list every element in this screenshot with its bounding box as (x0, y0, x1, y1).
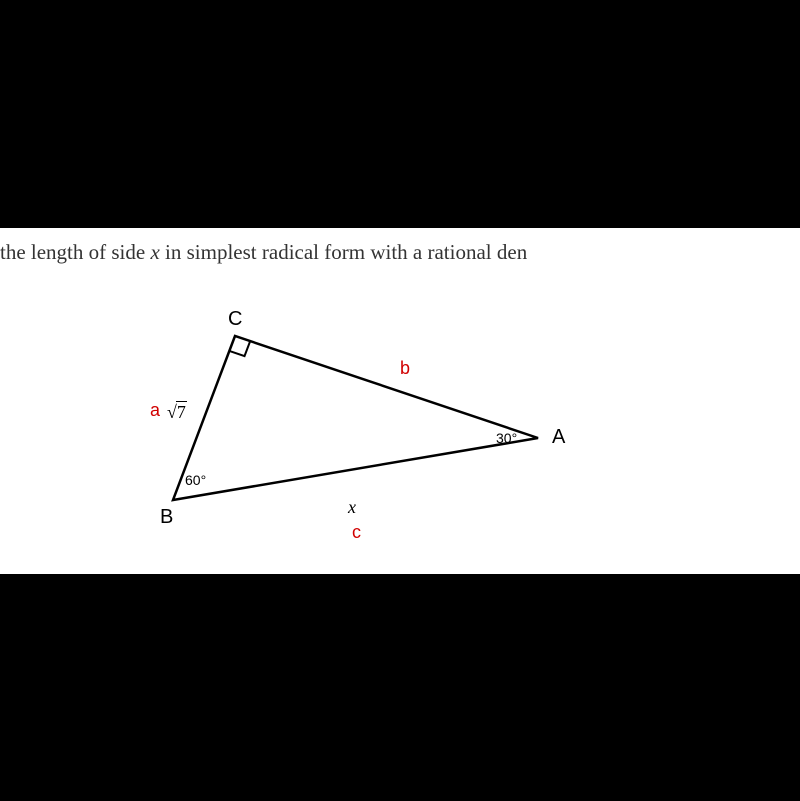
side-value-c: x (348, 497, 356, 518)
side-label-b: b (400, 358, 410, 379)
angle-label-B: 60° (185, 472, 206, 488)
question-suffix: in simplest radical form with a rational… (160, 240, 527, 264)
content-band: the length of side x in simplest radical… (0, 228, 800, 574)
side-label-c: c (352, 522, 361, 543)
question-text: the length of side x in simplest radical… (0, 240, 527, 265)
vertex-label-B: B (160, 506, 173, 529)
sqrt-icon: √7 (167, 402, 187, 423)
question-variable: x (150, 240, 159, 264)
side-label-a: a (150, 400, 160, 421)
triangle-diagram: C B A 60° 30° a √7 b c x (120, 308, 600, 558)
vertex-label-C: C (228, 308, 242, 331)
angle-label-A: 30° (496, 430, 517, 446)
vertex-label-A: A (552, 426, 565, 449)
triangle-shape (173, 336, 538, 500)
question-prefix: the length of side (0, 240, 150, 264)
triangle-svg (120, 308, 600, 558)
side-value-a: √7 (167, 402, 187, 423)
